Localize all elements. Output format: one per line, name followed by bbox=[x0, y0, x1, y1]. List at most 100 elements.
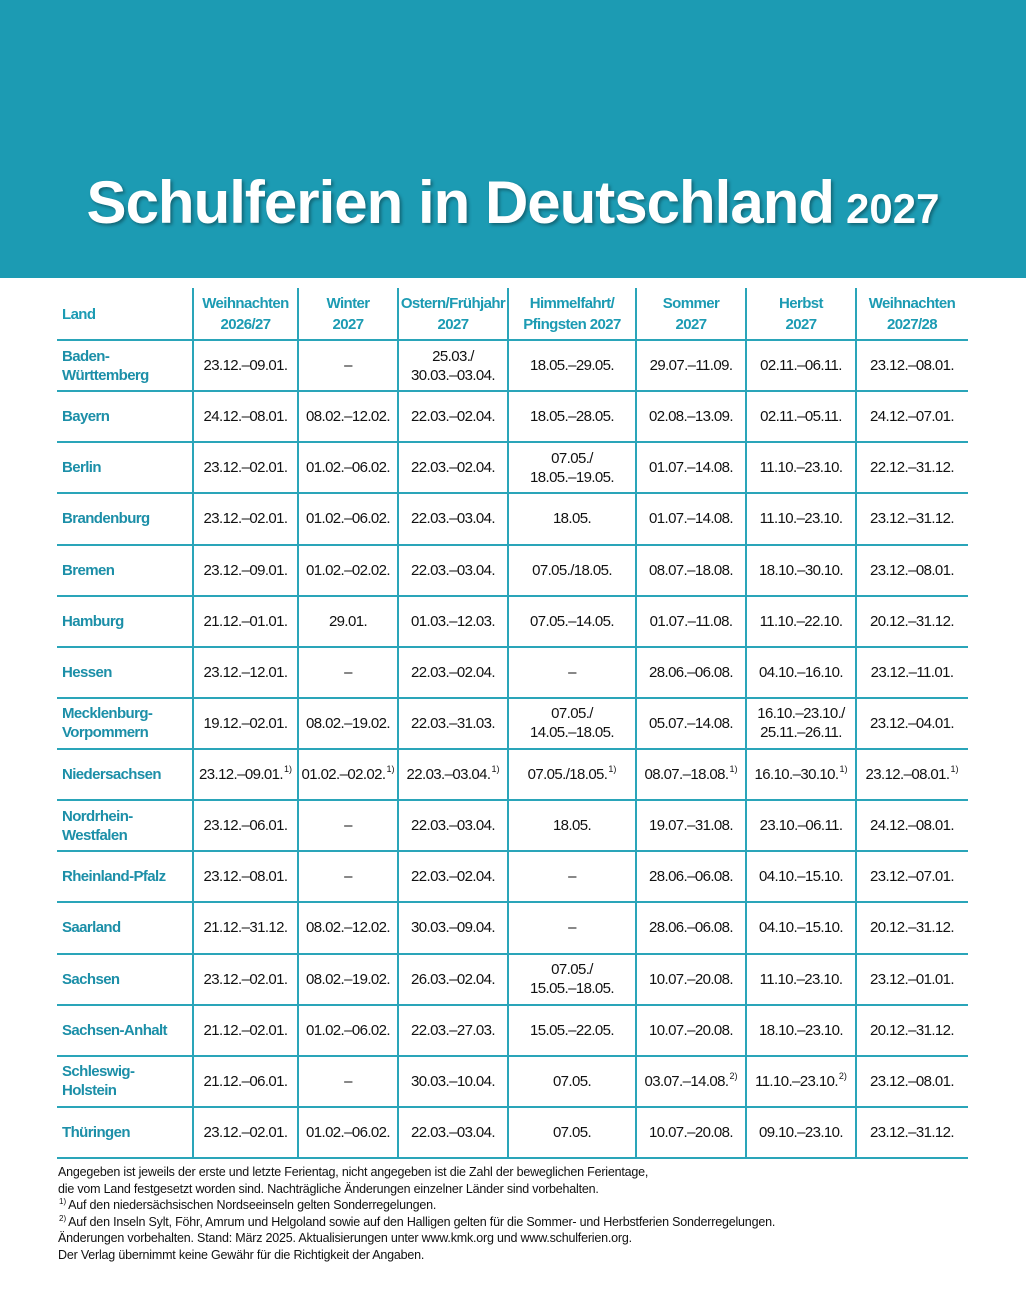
date-cell: 22.03.–03.04. bbox=[411, 1123, 496, 1141]
column-divider bbox=[397, 288, 399, 1158]
column-header: Winter 2027 bbox=[326, 295, 371, 333]
date-cell: 28.06.–06.08. bbox=[649, 919, 734, 937]
state-name: Bremen bbox=[62, 561, 115, 579]
column-header: Sommer 2027 bbox=[662, 295, 720, 333]
state-name: Niedersachsen bbox=[62, 766, 162, 784]
date-cell: 07.05./ 18.05.–19.05. bbox=[530, 449, 615, 486]
date-cell: 24.12.–08.01. bbox=[203, 408, 289, 426]
state-name: Thüringen bbox=[62, 1123, 131, 1141]
date-cell: 19.07.–31.08. bbox=[649, 817, 734, 835]
date-cell: 08.02.–19.02. bbox=[306, 714, 391, 732]
column-divider bbox=[192, 288, 194, 1158]
date-cell: 01.02.–02.02.1) bbox=[298, 749, 398, 800]
state-name: Rheinland-Pfalz bbox=[62, 868, 166, 886]
footnote-text: Der Verlag übernimmt keine Gewähr für di… bbox=[58, 1247, 425, 1262]
date-cell: 11.10.–23.10.2) bbox=[746, 1056, 856, 1107]
date-cell: 23.12.–11.01. bbox=[870, 663, 954, 681]
date-cell: 19.12.–02.01. bbox=[203, 714, 289, 732]
column-header: Herbst 2027 bbox=[779, 295, 824, 333]
date-cell: 07.05./ 14.05.–18.05. bbox=[530, 705, 615, 742]
title-text: Schulferien in Deutschland bbox=[86, 169, 835, 236]
date-cell: 18.05. bbox=[552, 510, 592, 528]
footnote-text: Änderungen vorbehalten. Stand: März 2025… bbox=[58, 1231, 632, 1245]
date-cell: 23.12.–02.01. bbox=[203, 510, 289, 528]
footnote-line: Änderungen vorbehalten. Stand: März 2025… bbox=[58, 1230, 988, 1247]
date-cell: 10.07.–20.08. bbox=[649, 1021, 734, 1039]
date-cell: 23.12.–31.12. bbox=[870, 510, 955, 528]
date-cell: 08.02.–12.02. bbox=[306, 408, 391, 426]
date-cell: 22.03.–03.04. bbox=[411, 561, 496, 579]
row-divider bbox=[57, 1054, 968, 1057]
date-cell: 01.07.–11.08. bbox=[649, 612, 733, 630]
date-cell: – bbox=[344, 868, 352, 886]
date-cell: 18.10.–23.10. bbox=[759, 1021, 844, 1039]
date-cell: 01.07.–14.08. bbox=[649, 459, 734, 477]
date-text: 08.07.–18.08.1) bbox=[644, 764, 738, 784]
date-cell: 02.11.–06.11. bbox=[760, 357, 842, 375]
column-divider bbox=[297, 288, 299, 1158]
date-cell: 08.07.–18.08. bbox=[649, 561, 734, 579]
date-cell: 08.02.–12.02. bbox=[306, 919, 391, 937]
date-text: 23.12.–09.01.1) bbox=[199, 764, 292, 784]
title-year: 2027 bbox=[846, 185, 940, 232]
row-divider bbox=[57, 492, 968, 495]
date-cell: 30.03.–10.04. bbox=[411, 1072, 496, 1090]
date-cell: 03.07.–14.08.2) bbox=[636, 1056, 746, 1107]
footnote-line: 2) Auf den Inseln Sylt, Föhr, Amrum und H… bbox=[58, 1214, 988, 1231]
date-cell: 01.07.–14.08. bbox=[649, 510, 734, 528]
date-cell: – bbox=[344, 663, 352, 681]
date-cell: 07.05./ 15.05.–18.05. bbox=[530, 961, 615, 998]
date-cell: 23.12.–08.01. bbox=[870, 357, 955, 375]
date-cell: 23.12.–02.01. bbox=[203, 459, 289, 477]
date-cell: 07.05. bbox=[552, 1072, 592, 1090]
footnote-text: Angegeben ist jeweils der erste und letz… bbox=[58, 1165, 649, 1179]
footnote-marker: 2) bbox=[838, 1070, 847, 1081]
state-name: Hamburg bbox=[62, 612, 124, 630]
date-cell: 24.12.–07.01. bbox=[870, 408, 955, 426]
footnote-marker: 1) bbox=[608, 764, 617, 775]
column-header: Weihnachten 2027/28 bbox=[868, 295, 956, 333]
date-cell: 23.12.–08.01. bbox=[870, 1072, 955, 1090]
footnote-marker: 1) bbox=[386, 764, 395, 775]
date-cell: 23.12.–09.01. bbox=[203, 561, 289, 579]
date-cell: 22.03.–31.03. bbox=[411, 714, 496, 732]
date-cell: 05.07.–14.08. bbox=[649, 714, 734, 732]
date-cell: 02.08.–13.09. bbox=[649, 408, 734, 426]
date-cell: 16.10.–30.10.1) bbox=[746, 749, 856, 800]
row-divider bbox=[57, 850, 968, 853]
date-cell: 23.12.–31.12. bbox=[870, 1123, 955, 1141]
footnote-marker: 1) bbox=[59, 1197, 67, 1206]
footnote-line: die vom Land festgesetzt worden sind. Na… bbox=[58, 1181, 988, 1198]
column-header-land: Land bbox=[62, 305, 96, 323]
date-cell: 01.02.–06.02. bbox=[306, 1021, 391, 1039]
date-cell: 01.02.–06.02. bbox=[306, 510, 391, 528]
footnote-marker: 1) bbox=[491, 764, 500, 775]
row-divider bbox=[57, 594, 968, 597]
footnote-marker: 1) bbox=[283, 764, 292, 775]
footnote-marker: 1) bbox=[950, 764, 959, 775]
row-divider bbox=[57, 645, 968, 648]
row-divider bbox=[57, 1105, 968, 1108]
date-cell: 22.03.–02.04. bbox=[411, 663, 496, 681]
date-cell: 23.12.–02.01. bbox=[203, 970, 289, 988]
state-name: Sachsen bbox=[62, 970, 120, 988]
date-cell: 21.12.–06.01. bbox=[203, 1072, 289, 1090]
state-name: Brandenburg bbox=[62, 510, 150, 528]
footnote-line: Angegeben ist jeweils der erste und letz… bbox=[58, 1164, 988, 1181]
date-cell: 24.12.–08.01. bbox=[870, 817, 955, 835]
date-cell: 22.03.–02.04. bbox=[411, 408, 496, 426]
date-cell: 01.03.–12.03. bbox=[411, 612, 496, 630]
date-cell: 23.12.–06.01. bbox=[203, 817, 289, 835]
footnote-line: Der Verlag übernimmt keine Gewähr für di… bbox=[58, 1247, 988, 1264]
row-divider bbox=[57, 441, 968, 444]
date-cell: 07.05./18.05. bbox=[532, 561, 612, 579]
row-divider bbox=[57, 543, 968, 546]
column-divider bbox=[507, 288, 509, 1158]
date-cell: 23.12.–08.01. bbox=[870, 561, 955, 579]
column-divider bbox=[855, 288, 857, 1158]
date-cell: 11.10.–22.10. bbox=[759, 612, 843, 630]
title: Schulferien in Deutschland 2027 bbox=[0, 168, 1026, 237]
date-cell: 01.02.–06.02. bbox=[306, 459, 391, 477]
